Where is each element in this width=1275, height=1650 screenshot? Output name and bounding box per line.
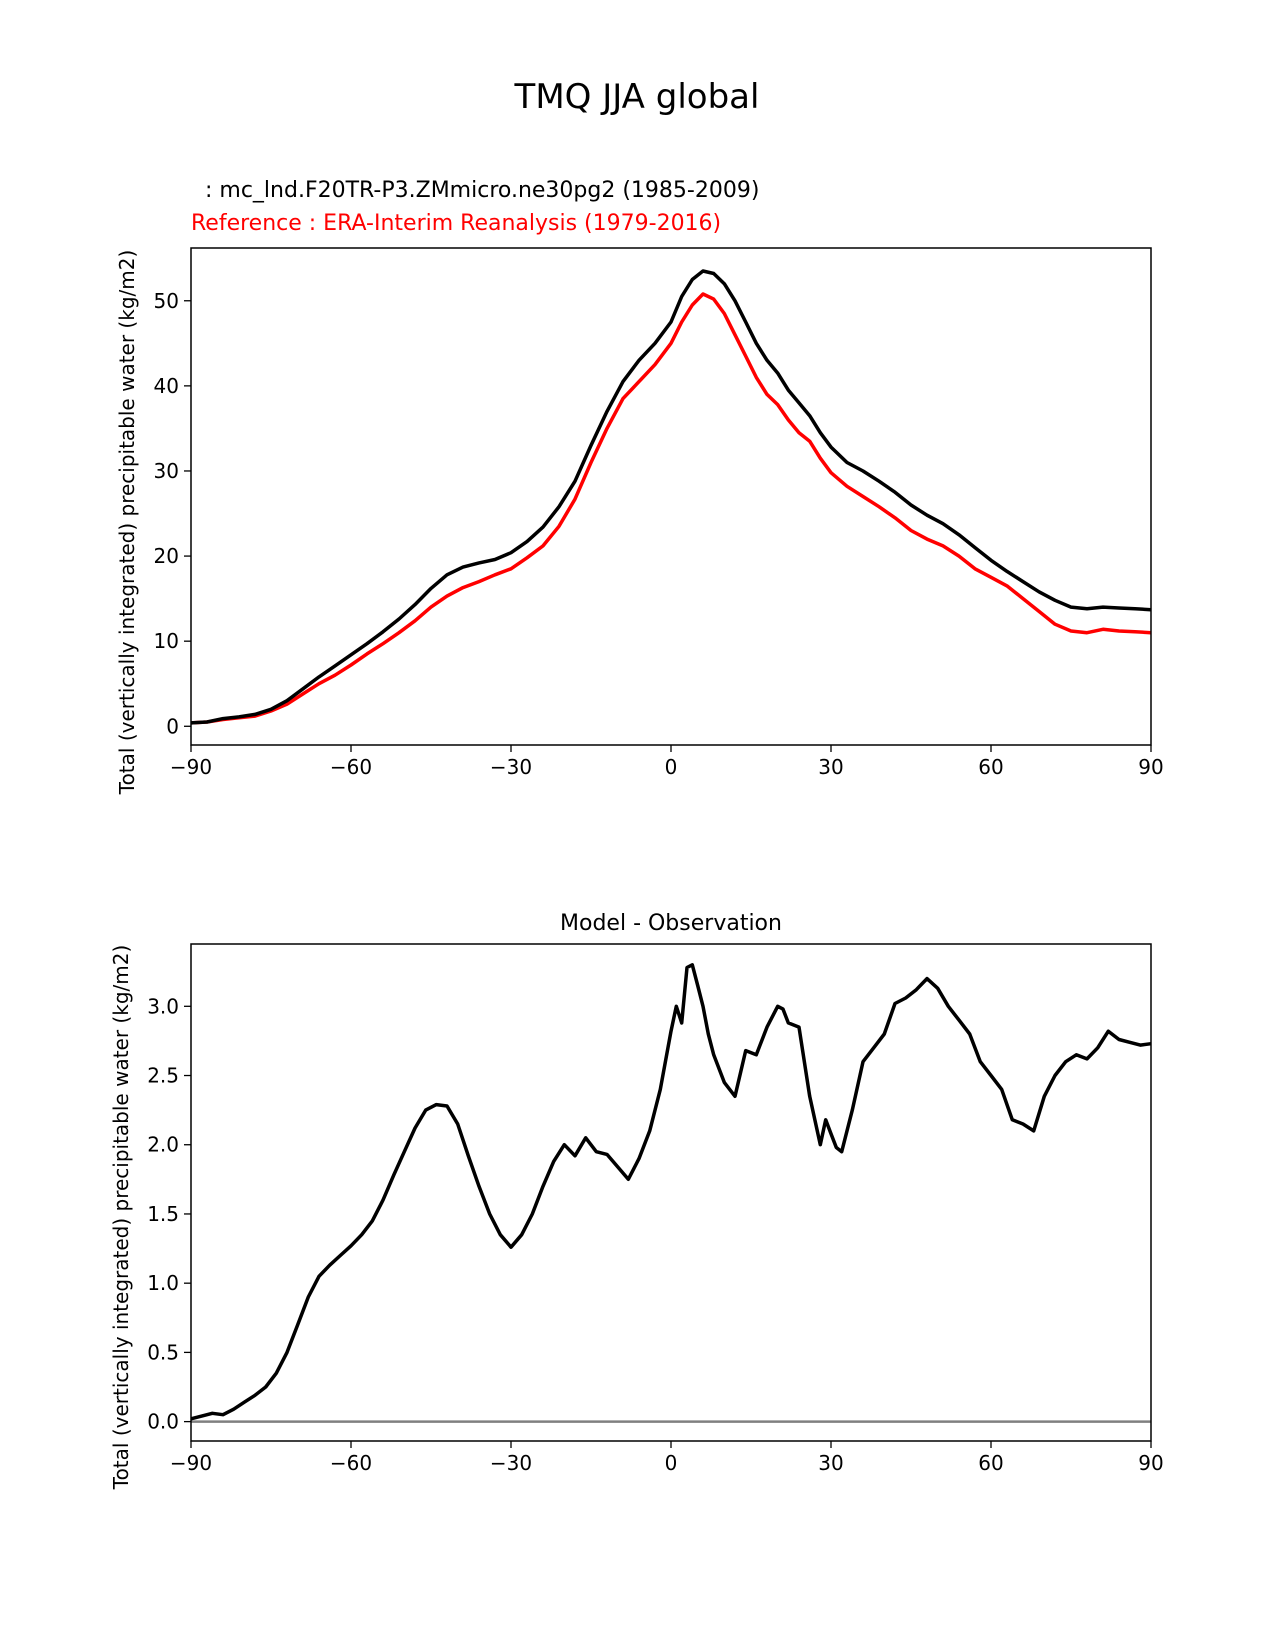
top-y-axis-label: Total (vertically integrated) precipitab… [115,250,139,796]
top-ytick-label: 40 [154,374,179,398]
top-xtick-label: −30 [490,755,532,779]
bottom-y-axis-label: Total (vertically integrated) precipitab… [109,945,133,1491]
top-xtick-label: −60 [330,755,372,779]
top-series-reference [190,292,1152,725]
bottom-series-lines [190,963,1152,1423]
bottom-xtick-label: 60 [978,1451,1003,1475]
bottom-ytick-label: 1.0 [147,1271,179,1295]
top-xtick-label: 30 [818,755,843,779]
bottom-axis-ticks: −90 −60 −30 0 30 60 90 0.0 0.5 1.0 1.5 2.0 2.5 3.0 [147,994,1164,1475]
test-label: : mc_lnd.F20TR-P3.ZMmicro.ne30pg2 (1985-… [205,178,759,203]
bottom-ytick-label: 2.5 [147,1064,179,1088]
top-plot-frame [190,247,1152,746]
reference-label: Reference : ERA-Interim Reanalysis (1979… [191,211,721,236]
top-series-lines [190,269,1152,725]
bottom-plot: Model - Observation Total (vertically in… [109,911,1164,1490]
bottom-xtick-label: 30 [818,1451,843,1475]
top-ytick-label: 50 [154,289,179,313]
figure-title: TMQ JJA global [514,77,760,117]
bottom-ytick-label: 3.0 [147,994,179,1018]
top-ytick-label: 30 [154,459,179,483]
top-series-model [190,269,1152,725]
bottom-plot-title: Model - Observation [560,911,782,936]
bottom-xtick-label: −90 [170,1451,212,1475]
bottom-xtick-label: −30 [490,1451,532,1475]
top-ytick-label: 20 [154,544,179,568]
top-xtick-label: −90 [170,755,212,779]
top-ytick-label: 10 [154,629,179,653]
top-xtick-label: 90 [1138,755,1163,779]
bottom-plot-frame [190,943,1152,1442]
top-axis-ticks: −90 −60 −30 0 30 60 90 0 10 20 30 40 50 [154,289,1164,779]
top-xtick-label: 60 [978,755,1003,779]
bottom-ytick-label: 0.5 [147,1340,179,1364]
bottom-xtick-label: 0 [665,1451,678,1475]
bottom-ytick-label: 1.5 [147,1202,179,1226]
top-xtick-label: 0 [665,755,678,779]
bottom-xtick-label: 90 [1138,1451,1163,1475]
bottom-ytick-label: 0.0 [147,1410,179,1434]
top-ytick-label: 0 [166,714,179,738]
bottom-ytick-label: 2.0 [147,1133,179,1157]
bottom-series-model-observation [190,963,1152,1421]
top-plot: : mc_lnd.F20TR-P3.ZMmicro.ne30pg2 (1985-… [115,178,1164,795]
bottom-xtick-label: −60 [330,1451,372,1475]
